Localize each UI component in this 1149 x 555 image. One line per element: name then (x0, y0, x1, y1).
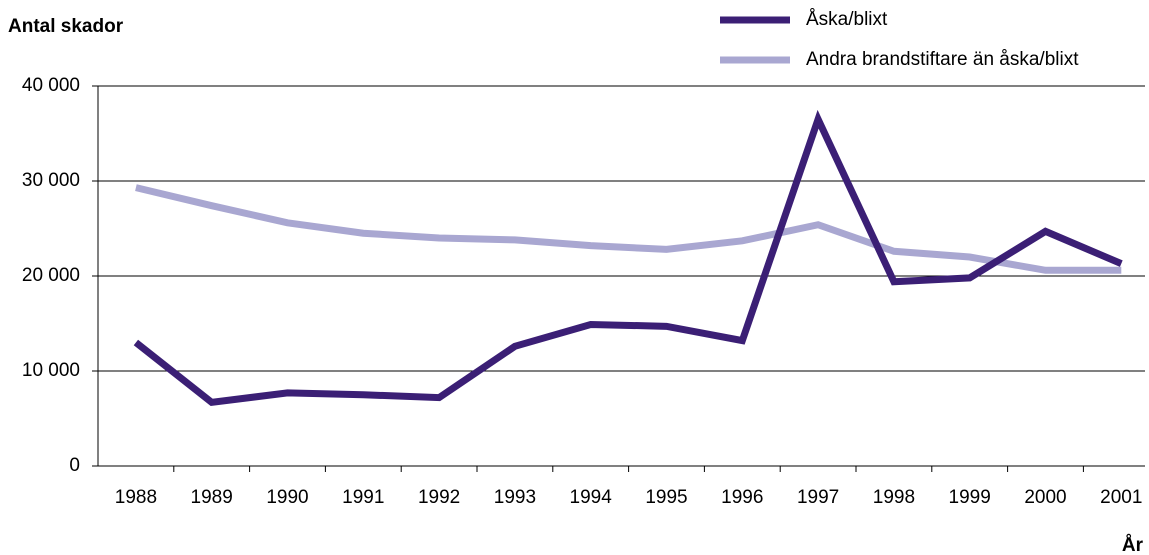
x-tick-label: 2000 (1024, 487, 1066, 508)
x-tick-label: 1992 (418, 487, 460, 508)
x-tick-label: 1999 (949, 487, 991, 508)
x-tick-label: 1991 (342, 487, 384, 508)
y-tick-label: 20 000 (22, 265, 80, 286)
y-tick-label: 40 000 (22, 75, 80, 96)
y-tick-label: 30 000 (22, 170, 80, 191)
x-tick-label: 1997 (797, 487, 839, 508)
x-tick-label: 1993 (494, 487, 536, 508)
x-tick-label: 1989 (191, 487, 233, 508)
y-tick-label: 0 (69, 455, 80, 476)
y-tick-label: 10 000 (22, 360, 80, 381)
x-tick-label: 1995 (645, 487, 687, 508)
legend-label: Andra brandstiftare än åska/blixt (806, 49, 1079, 70)
series-line (133, 109, 1123, 407)
x-tick-label: 1988 (115, 487, 157, 508)
x-tick-label: 2001 (1100, 487, 1142, 508)
legend-label: Åska/blixt (806, 9, 888, 30)
x-tick-label: 1994 (570, 487, 613, 508)
y-axis-label: Antal skador (8, 16, 124, 37)
x-axis-label: År (1122, 535, 1144, 555)
x-tick-label: 1998 (873, 487, 915, 508)
x-tick-label: 1990 (266, 487, 308, 508)
x-tick-label: 1996 (721, 487, 763, 508)
series-line (135, 184, 1122, 274)
